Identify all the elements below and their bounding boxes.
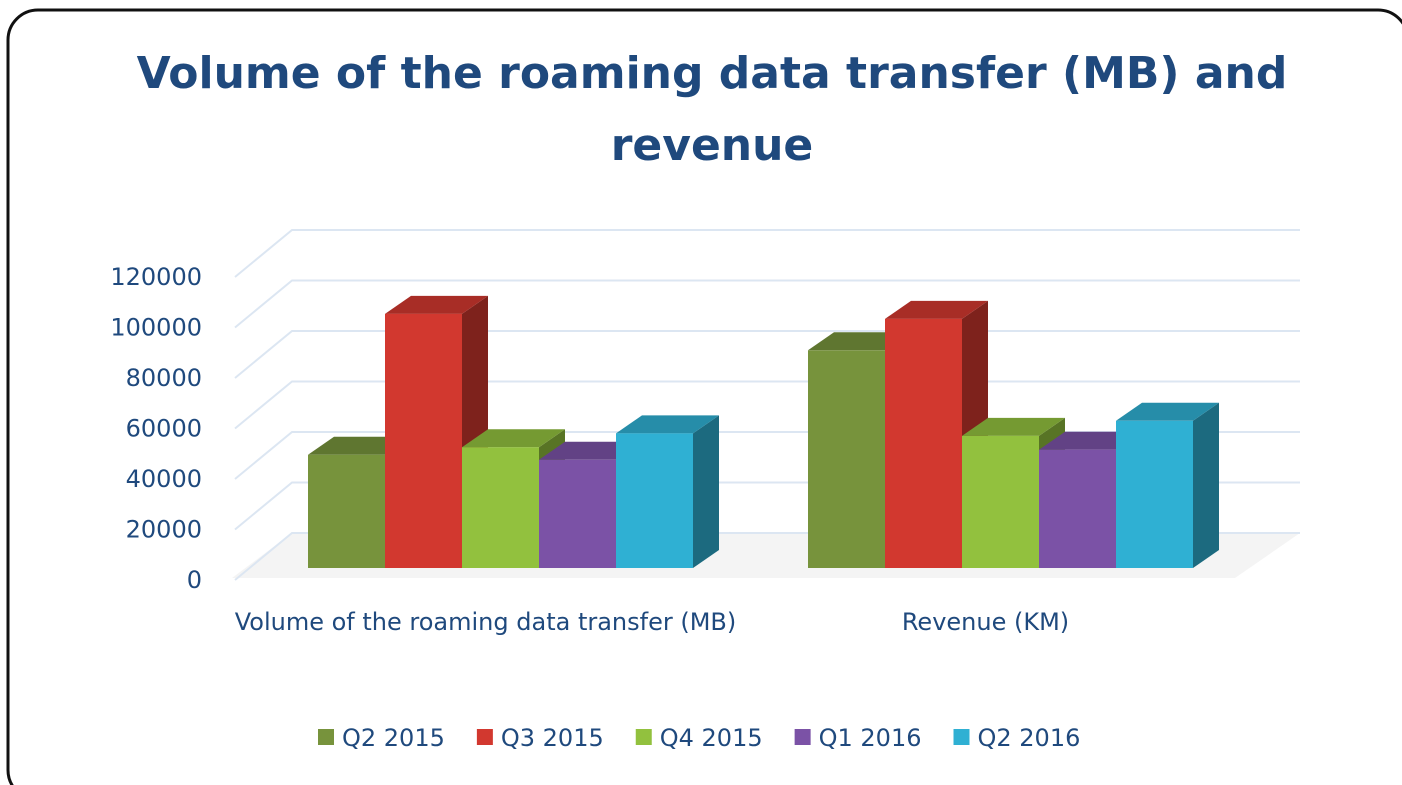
bar-top xyxy=(1116,402,1219,421)
legend-label: Q1 2016 xyxy=(819,724,922,752)
bar xyxy=(1039,449,1116,568)
grid-line xyxy=(234,229,1300,278)
x-tick-label: Volume of the roaming data transfer (MB) xyxy=(234,608,737,636)
bar xyxy=(616,433,693,568)
y-tick-label: 40000 xyxy=(126,465,202,493)
legend-swatch xyxy=(953,729,970,745)
frame xyxy=(6,8,1402,785)
bar-top xyxy=(616,415,719,434)
grid-line xyxy=(234,279,1300,329)
legend-label: Q3 2015 xyxy=(501,724,604,752)
bar xyxy=(885,318,962,568)
y-tick-label: 100000 xyxy=(110,314,202,342)
bar-top xyxy=(885,300,988,319)
legend-swatch xyxy=(794,729,811,745)
y-tick-label: 60000 xyxy=(126,415,202,443)
y-tick-label: 20000 xyxy=(126,516,202,544)
legend-swatch xyxy=(318,729,334,745)
bar-side xyxy=(693,415,719,568)
bar-top xyxy=(962,417,1065,436)
bar xyxy=(539,459,616,568)
chart-title: Volume of the roaming data transfer (MB)… xyxy=(137,48,1288,171)
y-tick-label: 120000 xyxy=(110,263,202,291)
bar xyxy=(462,447,539,568)
bar xyxy=(385,313,462,568)
legend-label: Q2 2016 xyxy=(978,724,1081,752)
legend-label: Q4 2015 xyxy=(660,724,763,752)
x-tick-label: Revenue (KM) xyxy=(901,608,1070,636)
legend-swatch xyxy=(476,729,493,745)
bar-side xyxy=(1193,402,1219,568)
legend-label: Q2 2015 xyxy=(342,724,445,752)
bar xyxy=(808,350,885,568)
bar xyxy=(962,435,1039,568)
y-tick-label: 0 xyxy=(187,566,202,594)
legend-swatch xyxy=(635,729,652,745)
bar-top xyxy=(462,429,565,448)
bar xyxy=(1116,420,1193,568)
y-tick-label: 80000 xyxy=(126,364,202,392)
bar-top xyxy=(385,295,488,314)
bar xyxy=(308,454,385,568)
